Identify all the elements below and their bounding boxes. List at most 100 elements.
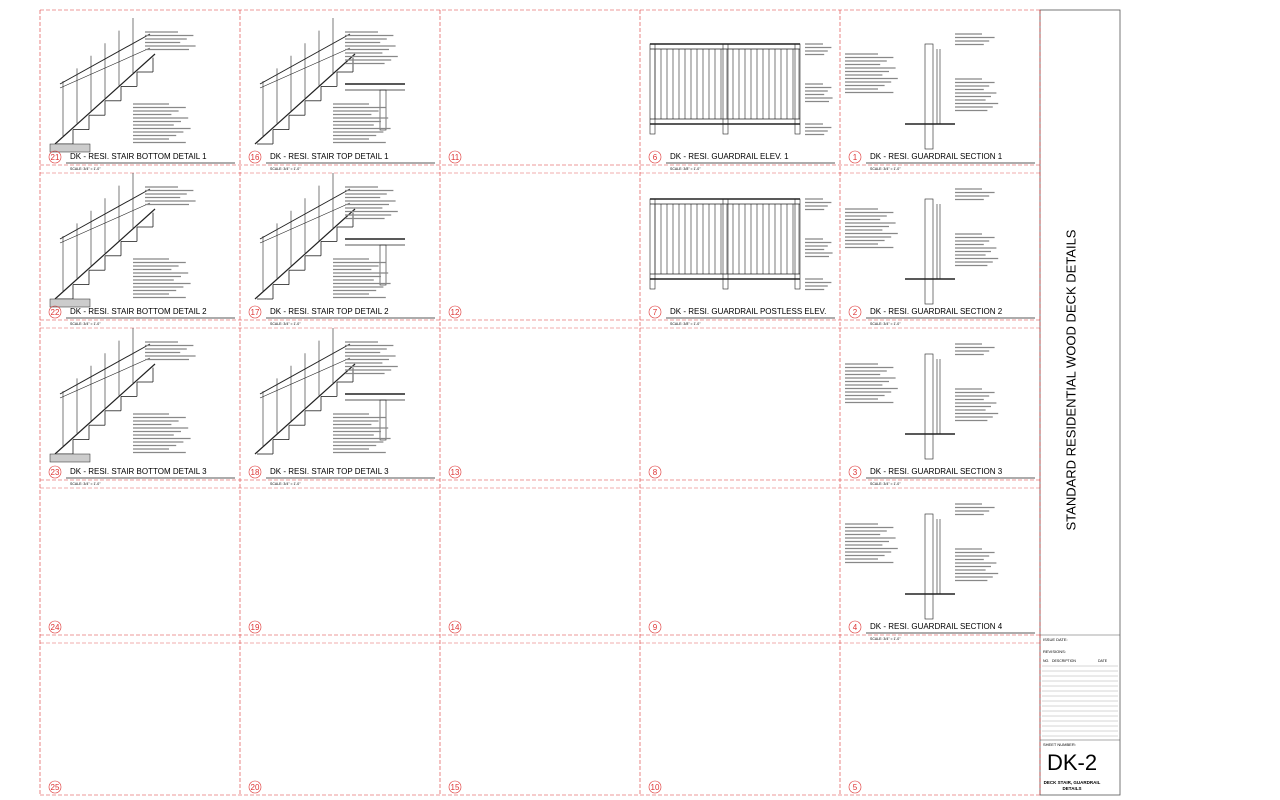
detail-marker [48, 150, 62, 164]
drawing-line [254, 363, 356, 455]
revision-lines [1042, 665, 1118, 737]
detail-marker [248, 150, 262, 164]
post [379, 89, 387, 131]
detail-drawing [254, 328, 405, 455]
joist [924, 123, 934, 150]
detail-number: 20 [251, 783, 260, 792]
detail-marker [648, 465, 662, 479]
post [649, 43, 656, 135]
drawing-line [59, 202, 151, 244]
detail-marker [48, 465, 62, 479]
drawing-line [259, 357, 351, 399]
detail-marker [848, 780, 862, 794]
post [379, 244, 387, 286]
post [722, 43, 729, 135]
issue-date-label: ISSUE DATE: [1043, 637, 1068, 642]
detail-marker [648, 620, 662, 634]
detail-drawing [254, 173, 405, 300]
joist [924, 278, 934, 305]
detail-marker [648, 780, 662, 794]
sheet-number-label: SHEET NUMBER: [1043, 742, 1076, 747]
detail-title: DK - RESI. GUARDRAIL POSTLESS ELEV. [670, 307, 826, 316]
drawing-line [59, 47, 151, 89]
detail-scale: SCALE: 3/8" = 1'-0" [670, 322, 701, 326]
sheet-vertical-title: STANDARD RESIDENTIAL WOOD DECK DETAILS [1063, 229, 1078, 530]
detail-number: 3 [853, 468, 858, 477]
drawing-line [59, 188, 151, 240]
detail-scale: SCALE: 3/4" = 1'-0" [870, 322, 901, 326]
detail-title: DK - RESI. STAIR TOP DETAIL 3 [270, 467, 389, 476]
detail-number: 22 [51, 308, 60, 317]
rev-col: DATE [1098, 659, 1108, 663]
drawing-line [259, 47, 351, 89]
detail-number: 12 [451, 308, 460, 317]
detail-drawing [845, 188, 999, 305]
detail-drawing [649, 198, 833, 291]
detail-marker [248, 780, 262, 794]
detail-marker [248, 620, 262, 634]
detail-marker [448, 305, 462, 319]
drawing-line [59, 357, 151, 399]
joist [924, 593, 934, 620]
detail-scale: SCALE: 3/4" = 1'-0" [870, 637, 901, 641]
drawing-line [259, 343, 351, 395]
detail-number: 15 [451, 783, 460, 792]
detail-drawing [845, 503, 999, 620]
detail-marker [648, 305, 662, 319]
drawing-line [254, 53, 356, 145]
detail-number: 19 [251, 623, 260, 632]
detail-number: 18 [251, 468, 260, 477]
detail-title: DK - RESI. STAIR BOTTOM DETAIL 3 [70, 467, 207, 476]
detail-marker [448, 465, 462, 479]
detail-marker [848, 150, 862, 164]
detail-drawing [49, 18, 196, 153]
sheet-title: DECK STAIR, GUARDRAIL [1044, 780, 1101, 785]
detail-title: DK - RESI. GUARDRAIL SECTION 3 [870, 467, 1003, 476]
detail-marker [448, 620, 462, 634]
detail-scale: SCALE: 3/4" = 1'-0" [270, 167, 301, 171]
detail-number: 10 [651, 783, 660, 792]
footing [49, 453, 91, 463]
detail-scale: SCALE: 3/4" = 1'-0" [270, 322, 301, 326]
rev-col: DESCRIPTION [1052, 659, 1076, 663]
detail-marker [848, 465, 862, 479]
detail-marker [848, 305, 862, 319]
detail-scale: SCALE: 3/8" = 1'-0" [670, 167, 701, 171]
detail-drawing [254, 18, 405, 145]
detail-scale: SCALE: 3/4" = 1'-0" [70, 482, 101, 486]
detail-number: 24 [51, 623, 60, 632]
detail-number: 8 [653, 468, 658, 477]
detail-marker [448, 780, 462, 794]
detail-marker [48, 620, 62, 634]
detail-number: 4 [853, 623, 858, 632]
sheet-title: DETAILS [1063, 786, 1082, 791]
detail-number: 21 [51, 153, 60, 162]
drawing-line [59, 343, 151, 395]
detail-scale: SCALE: 3/4" = 1'-0" [270, 482, 301, 486]
detail-number: 17 [251, 308, 260, 317]
drawing-line [259, 33, 351, 85]
detail-number: 6 [653, 153, 658, 162]
detail-drawing [649, 43, 833, 136]
detail-marker [48, 305, 62, 319]
detail-title: DK - RESI. GUARDRAIL SECTION 1 [870, 152, 1003, 161]
drawing-line [59, 33, 151, 85]
sheet-number: DK-2 [1047, 750, 1097, 775]
drawing-line [259, 202, 351, 244]
detail-marker [248, 465, 262, 479]
detail-title: DK - RESI. STAIR TOP DETAIL 2 [270, 307, 389, 316]
detail-scale: SCALE: 3/4" = 1'-0" [870, 167, 901, 171]
detail-scale: SCALE: 3/4" = 1'-0" [70, 167, 101, 171]
post [794, 198, 801, 290]
detail-number: 16 [251, 153, 260, 162]
detail-title: DK - RESI. GUARDRAIL ELEV. 1 [670, 152, 789, 161]
post [794, 43, 801, 135]
detail-marker [248, 305, 262, 319]
detail-title: DK - RESI. GUARDRAIL SECTION 4 [870, 622, 1003, 631]
detail-number: 11 [451, 153, 460, 162]
revisions-label: REVISIONS: [1043, 649, 1066, 654]
post [379, 399, 387, 441]
detail-title: DK - RESI. STAIR BOTTOM DETAIL 2 [70, 307, 207, 316]
post [649, 198, 656, 290]
detail-scale: SCALE: 3/4" = 1'-0" [70, 322, 101, 326]
